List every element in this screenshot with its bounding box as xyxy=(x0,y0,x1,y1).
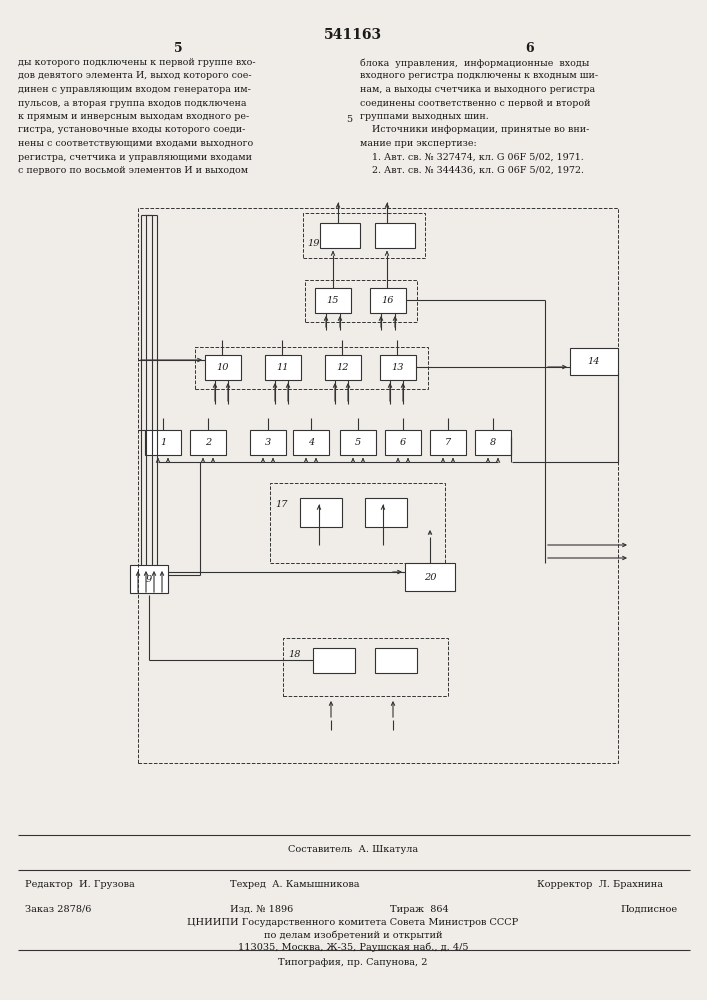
Text: 9: 9 xyxy=(146,574,152,584)
Bar xyxy=(283,638,448,696)
Bar xyxy=(325,355,361,380)
Bar xyxy=(303,213,425,258)
Text: соединены соответственно с первой и второй: соединены соответственно с первой и втор… xyxy=(360,99,590,107)
Text: ЦНИИПИ Государственного комитета Совета Министров СССР: ЦНИИПИ Государственного комитета Совета … xyxy=(187,918,519,927)
Text: 3: 3 xyxy=(265,438,271,447)
Text: мание при экспертизе:: мание при экспертизе: xyxy=(360,139,477,148)
Text: 5: 5 xyxy=(355,438,361,447)
Text: 18: 18 xyxy=(288,650,300,659)
Bar xyxy=(195,347,428,389)
Text: к прямым и инверсным выходам входного ре-: к прямым и инверсным выходам входного ре… xyxy=(18,112,250,121)
Text: 113035, Москва, Ж-35, Раушская наб., д. 4/5: 113035, Москва, Ж-35, Раушская наб., д. … xyxy=(238,942,468,952)
Text: 1: 1 xyxy=(160,438,166,447)
Text: 1. Авт. св. № 327474, кл. G 06F 5/02, 1971.: 1. Авт. св. № 327474, кл. G 06F 5/02, 19… xyxy=(360,152,584,161)
Text: 7: 7 xyxy=(445,438,451,447)
Text: регистра, счетчика и управляющими входами: регистра, счетчика и управляющими входам… xyxy=(18,152,252,161)
Text: 2. Авт. св. № 344436, кл. G 06F 5/02, 1972.: 2. Авт. св. № 344436, кл. G 06F 5/02, 19… xyxy=(360,166,584,175)
Bar xyxy=(300,498,342,527)
Text: 6: 6 xyxy=(526,42,534,55)
Text: Составитель  А. Шкатула: Составитель А. Шкатула xyxy=(288,845,418,854)
Text: нены с соответствующими входами выходного: нены с соответствующими входами выходног… xyxy=(18,139,253,148)
Text: динен с управляющим входом генератора им-: динен с управляющим входом генератора им… xyxy=(18,85,251,94)
Text: по делам изобретений и открытий: по делам изобретений и открытий xyxy=(264,930,443,940)
Bar xyxy=(430,430,466,455)
Text: 20: 20 xyxy=(423,572,436,582)
Text: 15: 15 xyxy=(327,296,339,305)
Text: 4: 4 xyxy=(308,438,314,447)
Text: с первого по восьмой элементов И и выходом: с первого по восьмой элементов И и выход… xyxy=(18,166,248,175)
Text: Типография, пр. Сапунова, 2: Типография, пр. Сапунова, 2 xyxy=(279,958,428,967)
Text: нам, а выходы счетчика и выходного регистра: нам, а выходы счетчика и выходного регис… xyxy=(360,85,595,94)
Bar xyxy=(205,355,241,380)
Text: Заказ 2878/6: Заказ 2878/6 xyxy=(25,905,91,914)
Bar xyxy=(385,430,421,455)
Text: 8: 8 xyxy=(490,438,496,447)
Bar xyxy=(145,430,181,455)
Bar xyxy=(130,565,168,593)
Text: Изд. № 1896: Изд. № 1896 xyxy=(230,905,293,914)
Text: 10: 10 xyxy=(217,363,229,372)
Bar xyxy=(270,483,445,563)
Bar xyxy=(340,430,376,455)
Text: 11: 11 xyxy=(276,363,289,372)
Bar xyxy=(320,223,360,248)
Text: 5: 5 xyxy=(346,115,352,124)
Bar xyxy=(375,648,417,673)
Text: 5: 5 xyxy=(174,42,182,55)
Text: Источники информации, принятые во вни-: Источники информации, принятые во вни- xyxy=(360,125,590,134)
Bar xyxy=(570,348,618,375)
Bar xyxy=(265,355,301,380)
Bar xyxy=(370,288,406,313)
Bar xyxy=(293,430,329,455)
Text: ды которого подключены к первой группе вхо-: ды которого подключены к первой группе в… xyxy=(18,58,256,67)
Text: 2: 2 xyxy=(205,438,211,447)
Bar xyxy=(375,223,415,248)
Bar xyxy=(315,288,351,313)
Text: Редактор  И. Грузова: Редактор И. Грузова xyxy=(25,880,135,889)
Bar xyxy=(313,648,355,673)
Bar xyxy=(190,430,226,455)
Text: гистра, установочные входы которого соеди-: гистра, установочные входы которого соед… xyxy=(18,125,245,134)
Bar xyxy=(405,563,455,591)
Text: входного регистра подключены к входным ши-: входного регистра подключены к входным ш… xyxy=(360,72,598,81)
Bar xyxy=(365,498,407,527)
Text: 541163: 541163 xyxy=(324,28,382,42)
Text: 13: 13 xyxy=(392,363,404,372)
Bar xyxy=(138,208,618,763)
Text: группами выходных шин.: группами выходных шин. xyxy=(360,112,489,121)
Text: дов девятого элемента И, выход которого сое-: дов девятого элемента И, выход которого … xyxy=(18,72,252,81)
Text: Подписное: Подписное xyxy=(620,905,677,914)
Text: пульсов, а вторая группа входов подключена: пульсов, а вторая группа входов подключе… xyxy=(18,99,247,107)
Text: 6: 6 xyxy=(400,438,406,447)
Text: Корректор  Л. Брахнина: Корректор Л. Брахнина xyxy=(537,880,663,889)
Text: 16: 16 xyxy=(382,296,395,305)
Text: 12: 12 xyxy=(337,363,349,372)
Text: 14: 14 xyxy=(588,357,600,366)
Bar xyxy=(475,430,511,455)
Bar xyxy=(250,430,286,455)
Bar xyxy=(305,280,417,322)
Text: 17: 17 xyxy=(275,500,288,509)
Text: 19: 19 xyxy=(307,239,320,248)
Bar xyxy=(380,355,416,380)
Text: Тираж  864: Тираж 864 xyxy=(390,905,449,914)
Text: блока  управления,  информационные  входы: блока управления, информационные входы xyxy=(360,58,590,68)
Text: Техред  А. Камышникова: Техред А. Камышникова xyxy=(230,880,360,889)
